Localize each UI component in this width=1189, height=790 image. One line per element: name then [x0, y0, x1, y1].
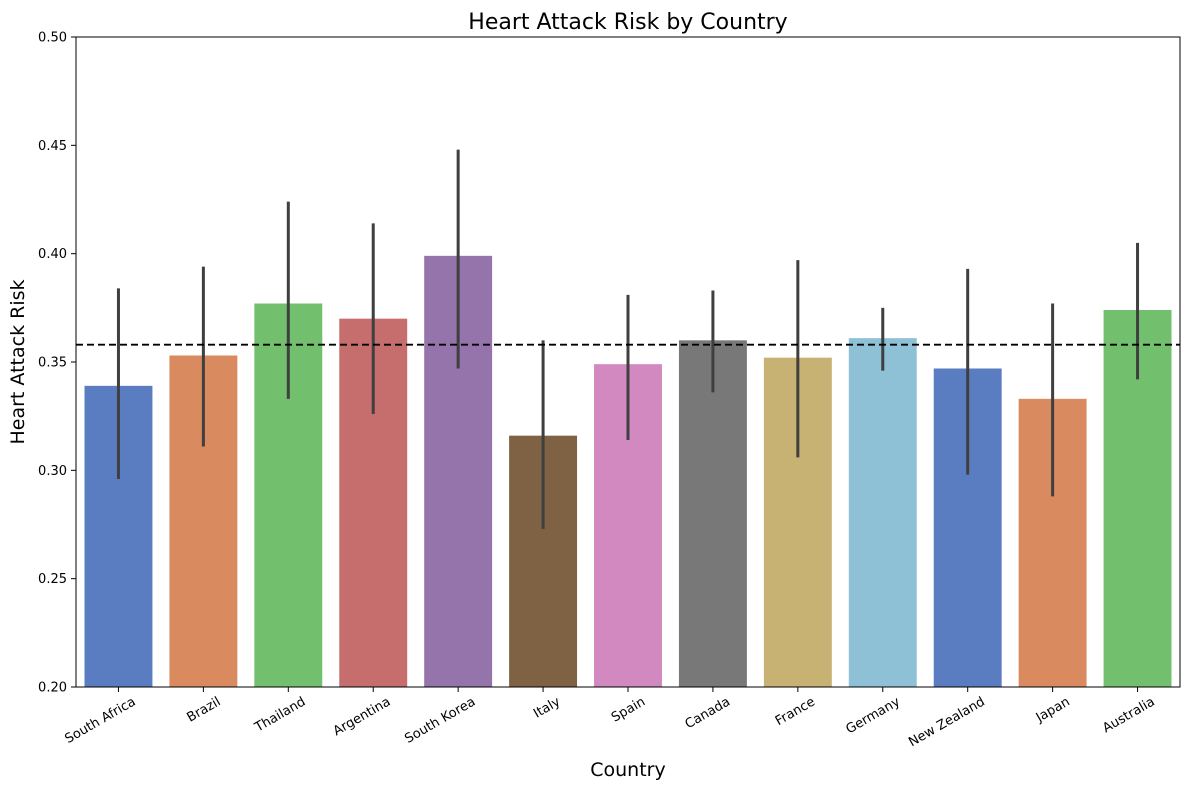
- y-axis-label: Heart Attack Risk: [7, 280, 29, 445]
- y-tick-label: 0.40: [38, 247, 67, 262]
- y-tick-label: 0.20: [38, 681, 67, 696]
- x-tick-label: Brazil: [184, 694, 223, 725]
- y-tick-label: 0.50: [38, 31, 67, 46]
- x-axis-label: Country: [590, 759, 665, 781]
- y-tick-label: 0.30: [38, 464, 67, 479]
- x-tick-label: South Africa: [63, 694, 139, 746]
- bar-canada: [678, 340, 747, 687]
- x-tick-label: France: [773, 694, 818, 729]
- x-tick-label: New Zealand: [906, 694, 987, 750]
- y-tick-label: 0.35: [38, 356, 67, 371]
- x-tick-label: Canada: [683, 694, 733, 732]
- y-tick-label: 0.45: [38, 139, 67, 154]
- x-tick-label: Argentina: [331, 694, 393, 739]
- y-tick-label: 0.25: [38, 572, 67, 587]
- x-tick-label: Spain: [609, 694, 648, 725]
- x-tick-label: Thailand: [252, 694, 309, 735]
- x-tick-label: Australia: [1100, 694, 1157, 736]
- y-axis: 0.20 0.25 0.30 0.35 0.40 0.45 0.50: [38, 31, 76, 696]
- x-axis: South Africa Brazil Thailand Argentina South…: [63, 687, 1158, 750]
- x-tick-label: Italy: [531, 694, 563, 721]
- x-tick-label: Germany: [844, 694, 904, 737]
- chart-title: Heart Attack Risk by Country: [468, 10, 787, 35]
- bar-germany: [848, 338, 917, 687]
- x-tick-label: Japan: [1033, 694, 1073, 726]
- error-bars-group: [116, 149, 1140, 529]
- x-tick-label: South Korea: [402, 694, 478, 746]
- bars-group: [84, 255, 1172, 688]
